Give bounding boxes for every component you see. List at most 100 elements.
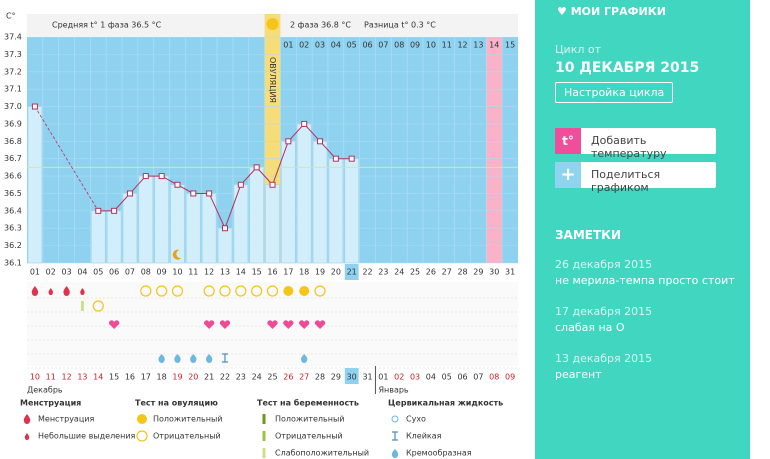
- icon-creamy: [158, 354, 165, 363]
- date-label: 12: [62, 373, 72, 382]
- icon-big: [23, 414, 31, 424]
- phase-day: 06: [362, 41, 372, 50]
- date-label: 19: [172, 373, 182, 382]
- icon-neg: [171, 285, 184, 297]
- bar: [91, 210, 106, 264]
- y-tick-label: 36.6: [4, 172, 22, 181]
- temp-point: [332, 155, 339, 162]
- icon-creamy: [300, 354, 308, 363]
- date-label: 27: [299, 373, 309, 382]
- icon-big: [63, 286, 70, 296]
- icon-heart: [203, 320, 215, 329]
- x-tick-label: 16: [267, 268, 277, 277]
- date-label: 18: [157, 373, 167, 382]
- x-tick-label: 18: [299, 268, 309, 277]
- bar: [344, 158, 359, 264]
- y-tick-label: 37.1: [4, 85, 22, 94]
- y-tick-label: 36.9: [4, 119, 22, 128]
- legend-item: Кремообразная: [406, 449, 472, 458]
- date-label: 17: [141, 373, 151, 382]
- date-label: 11: [46, 373, 56, 382]
- icon-weak: [80, 301, 84, 311]
- notes-title: ЗАМЕТКИ: [555, 228, 621, 242]
- date-label: 09: [505, 373, 515, 382]
- date-label: 02: [394, 373, 404, 382]
- x-tick-label: 22: [362, 268, 372, 277]
- y-tick-label: 37.2: [4, 67, 22, 76]
- y-tick-label: 37.0: [4, 102, 22, 111]
- x-tick-label: 12: [204, 268, 214, 277]
- note-text: не мерила-темпа просто стоит: [555, 274, 735, 287]
- y-tick-label: 36.2: [4, 241, 22, 250]
- x-tick-label: 11: [188, 268, 198, 277]
- icon-heart: [298, 320, 310, 329]
- date-label: 04: [426, 373, 436, 382]
- phase-day: 09: [410, 41, 420, 50]
- temp-point: [142, 173, 149, 180]
- bar: [217, 227, 233, 264]
- temp-point: [221, 225, 228, 232]
- month-label: Декабрь: [27, 386, 63, 395]
- y-tick-label: 36.4: [4, 206, 22, 215]
- x-tick-label: 04: [77, 268, 87, 277]
- bar: [122, 193, 138, 264]
- temp-point: [158, 173, 165, 180]
- x-tick-label: 10: [172, 268, 182, 277]
- icon-heart: [283, 320, 294, 329]
- date-label: 28: [315, 373, 325, 382]
- share-button[interactable]: + Поделиться графиком: [555, 162, 716, 194]
- temp-point: [301, 120, 308, 127]
- y-tick-label: 36.7: [4, 154, 22, 163]
- icon-neg: [140, 285, 152, 297]
- y-unit: C°: [6, 12, 16, 21]
- x-tick-label: 06: [109, 268, 119, 277]
- x-tick-label: 17: [283, 268, 293, 277]
- date-label: 29: [331, 373, 341, 382]
- icon-neg: [314, 285, 326, 297]
- my-charts[interactable]: ♥ МОИ ГРАФИКИ: [557, 5, 666, 18]
- cycle-from: Цикл от: [555, 43, 601, 56]
- x-tick-label: 29: [473, 268, 483, 277]
- date-label: 14: [93, 373, 103, 382]
- date-label: 26: [283, 373, 293, 382]
- phase-day: 11: [442, 41, 452, 50]
- date-label: 13: [77, 373, 87, 382]
- settings-button[interactable]: Настройка цикла: [555, 82, 674, 103]
- bar: [170, 184, 185, 264]
- x-tick-label: 24: [394, 268, 404, 277]
- legend-item: Небольшие выделения: [38, 432, 136, 441]
- x-tick-label: 03: [62, 268, 72, 277]
- temp-point: [348, 155, 355, 162]
- legend-item: Отрицательный: [275, 432, 343, 441]
- legend-title: Тест на овуляцию: [135, 399, 218, 408]
- temp-point: [126, 190, 133, 197]
- date-label: 31: [362, 373, 372, 382]
- icon-pos: [299, 286, 310, 296]
- add-temp-button[interactable]: t° Добавить температуру: [555, 128, 716, 160]
- icon-weak: [262, 448, 266, 458]
- y-tick-label: 37.4: [4, 33, 22, 42]
- icon-pgneg: [262, 431, 266, 441]
- y-tick-label: 37.3: [4, 50, 22, 59]
- icon-neg: [92, 300, 104, 312]
- temp-point: [111, 207, 118, 214]
- x-tick-label: 09: [157, 268, 167, 277]
- share-label: Поделиться графиком: [591, 168, 661, 194]
- note-date: 17 декабря 2015: [555, 305, 653, 318]
- phase-day: 04: [331, 41, 341, 50]
- icon-creamy: [391, 449, 399, 458]
- date-label: 15: [109, 373, 119, 382]
- icon-pos: [283, 286, 294, 296]
- phase-day: 13: [473, 41, 483, 50]
- chart: ОВУЛЯЦИЯ C° Средняя t° 1 фаза 36.5 °C 2 фаз…: [4, 12, 518, 458]
- date-label: 06: [457, 373, 467, 382]
- x-tick-label: 07: [125, 268, 135, 277]
- phase-day: 10: [426, 41, 436, 50]
- legend-item: Положительный: [153, 415, 222, 424]
- bar: [233, 184, 249, 264]
- icon-neg: [266, 285, 279, 297]
- date-label: 25: [267, 373, 277, 382]
- icon: +: [555, 162, 581, 188]
- x-tick-label: 20: [331, 268, 341, 277]
